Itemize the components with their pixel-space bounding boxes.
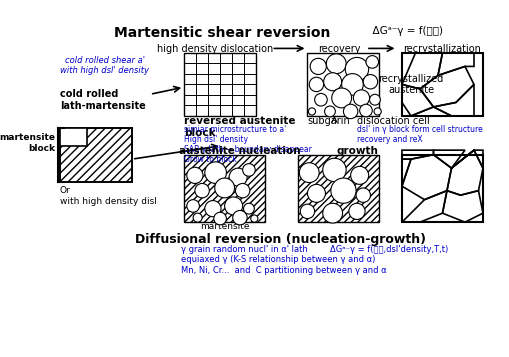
Circle shape xyxy=(343,104,357,119)
Circle shape xyxy=(330,178,355,203)
Text: simiar microstructure to a': simiar microstructure to a' xyxy=(184,125,286,134)
Circle shape xyxy=(324,106,335,117)
Circle shape xyxy=(309,58,326,75)
Bar xyxy=(184,155,265,222)
Circle shape xyxy=(365,56,378,68)
Text: subgarin: subgarin xyxy=(307,116,350,126)
Text: High dsl' density: High dsl' density xyxy=(184,135,247,144)
Circle shape xyxy=(186,200,199,212)
Text: dsl' in γ block form cell structure: dsl' in γ block form cell structure xyxy=(356,125,482,134)
Text: Martensitic shear reversion: Martensitic shear reversion xyxy=(114,26,329,40)
Circle shape xyxy=(224,197,242,215)
Circle shape xyxy=(308,77,323,92)
Text: martensite
block: martensite block xyxy=(0,133,55,153)
Text: recovery and reX: recovery and reX xyxy=(356,135,422,144)
Text: Grow to block: Grow to block xyxy=(184,155,236,164)
Text: dislocation cell: dislocation cell xyxy=(356,116,429,126)
Text: ΔGᵃ⁻γ = f(성분): ΔGᵃ⁻γ = f(성분) xyxy=(365,26,442,36)
Circle shape xyxy=(243,203,254,214)
Bar xyxy=(401,53,482,116)
Text: austenite nucleation: austenite nucleation xyxy=(179,146,300,156)
Text: Or
with high density disl: Or with high density disl xyxy=(60,186,156,206)
Circle shape xyxy=(373,108,381,115)
Bar xyxy=(60,128,87,146)
Circle shape xyxy=(341,74,362,95)
Circle shape xyxy=(307,184,325,202)
Circle shape xyxy=(299,163,319,182)
Text: reversed austenite
block: reversed austenite block xyxy=(184,116,295,137)
Circle shape xyxy=(322,203,342,223)
Text: Diffusional reversion (nucleation-growth): Diffusional reversion (nucleation-growth… xyxy=(135,233,425,246)
Circle shape xyxy=(229,168,247,186)
Circle shape xyxy=(300,204,314,218)
Circle shape xyxy=(186,167,203,183)
Circle shape xyxy=(193,213,202,222)
Circle shape xyxy=(369,94,380,105)
Circle shape xyxy=(194,183,209,198)
Circle shape xyxy=(242,164,254,176)
Circle shape xyxy=(348,203,364,220)
Circle shape xyxy=(308,108,315,115)
Text: high density dislocation: high density dislocation xyxy=(156,44,272,54)
Circle shape xyxy=(331,88,351,108)
Circle shape xyxy=(355,188,370,202)
Text: γ grain random nucl' in α' lath: γ grain random nucl' in α' lath xyxy=(181,245,307,254)
Circle shape xyxy=(205,162,226,183)
Circle shape xyxy=(232,211,247,225)
Circle shape xyxy=(214,178,234,198)
Bar xyxy=(307,53,379,116)
Circle shape xyxy=(359,104,372,117)
Circle shape xyxy=(362,75,377,89)
Text: recrystallization: recrystallization xyxy=(403,44,480,54)
Text: ΔGᵃ⁻γ = f(성분,dsl'density,T,t): ΔGᵃ⁻γ = f(성분,dsl'density,T,t) xyxy=(329,245,447,254)
Bar xyxy=(401,155,482,222)
Text: recrystallized
austenite: recrystallized austenite xyxy=(378,74,443,95)
Circle shape xyxy=(213,212,226,225)
Circle shape xyxy=(323,73,341,91)
Text: martensite: martensite xyxy=(200,222,249,231)
Bar xyxy=(184,53,256,116)
Circle shape xyxy=(314,94,327,106)
Bar xyxy=(60,128,132,182)
Circle shape xyxy=(322,158,346,182)
Text: SAB γ lath → boundary disappear: SAB γ lath → boundary disappear xyxy=(184,145,312,154)
Text: growth: growth xyxy=(335,146,377,156)
Text: recovery: recovery xyxy=(317,44,359,54)
Circle shape xyxy=(353,90,369,106)
Circle shape xyxy=(235,183,249,198)
Text: cold rolled
lath-martensite: cold rolled lath-martensite xyxy=(60,89,146,111)
Circle shape xyxy=(326,54,346,74)
Text: equiaxed γ (K-S relationship between γ and α): equiaxed γ (K-S relationship between γ a… xyxy=(181,256,375,265)
Bar xyxy=(298,155,379,222)
Circle shape xyxy=(250,215,258,222)
Text: Mn, Ni, Cr...  and  C partitioning between γ and α: Mn, Ni, Cr... and C partitioning between… xyxy=(181,266,386,275)
Text: cold rolled shear a'
with high dsl' density: cold rolled shear a' with high dsl' dens… xyxy=(60,56,149,75)
Circle shape xyxy=(345,57,368,81)
Circle shape xyxy=(205,201,220,217)
Circle shape xyxy=(350,166,368,184)
